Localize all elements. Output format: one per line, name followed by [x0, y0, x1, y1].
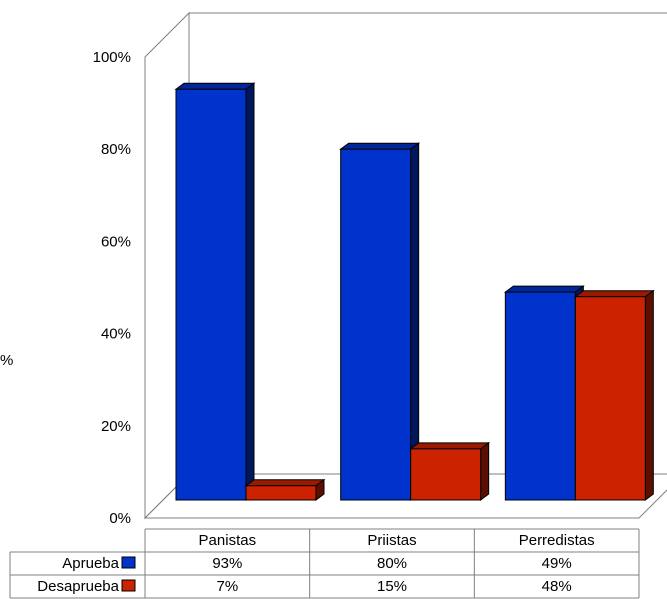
bar-top — [409, 442, 491, 450]
bar-top — [503, 285, 585, 293]
bar-priistas-aprueba — [339, 142, 421, 501]
legend-key — [121, 556, 136, 569]
bar-perredistas-desaprueba — [573, 289, 655, 501]
bar-front — [410, 448, 482, 501]
table-value: 15% — [377, 578, 407, 595]
bar-top — [573, 290, 655, 298]
table-value: 80% — [377, 555, 407, 572]
bar-panistas-desaprueba — [244, 478, 326, 501]
bar-top — [174, 82, 256, 90]
bar-front — [504, 291, 576, 501]
legend-key — [121, 579, 136, 592]
bar-front — [245, 485, 317, 501]
bar-front — [340, 148, 412, 501]
y-axis-ticks: 0% 20% 40% 60% 80% 100% — [93, 49, 131, 527]
bar-priistas-desaprueba — [409, 441, 491, 501]
table-category-label: Priistas — [367, 532, 416, 549]
y-axis-label: % — [0, 352, 13, 369]
bar-front — [175, 88, 247, 501]
y-tick-label: 0% — [109, 510, 131, 527]
bar-side — [644, 289, 654, 501]
bar-perredistas-aprueba — [503, 285, 585, 501]
table-category-label: Panistas — [199, 532, 257, 549]
y-tick-label: 100% — [93, 49, 131, 66]
bar-top — [339, 142, 421, 150]
y-tick-label: 80% — [101, 141, 131, 158]
table-value: 93% — [212, 555, 242, 572]
bar-front — [574, 296, 646, 501]
floor — [143, 473, 667, 519]
table-value: 49% — [542, 555, 572, 572]
bar-panistas-aprueba — [174, 82, 256, 501]
y-tick-label: 60% — [101, 233, 131, 250]
table-series-label: Aprueba — [62, 555, 119, 572]
bar-top — [244, 479, 326, 487]
table-category-label: Perredistas — [519, 532, 595, 549]
y-tick-label: 20% — [101, 418, 131, 435]
bar-side — [480, 441, 490, 501]
table-value: 7% — [216, 578, 238, 595]
bar-side — [245, 82, 255, 501]
table-series-label: Desaprueba — [37, 578, 119, 595]
bars — [174, 82, 655, 501]
table-value: 48% — [542, 578, 572, 595]
data-table: Panistas Priistas Perredistas Aprueba 93% 80%… — [9, 528, 640, 599]
y-tick-label: 40% — [101, 326, 131, 343]
